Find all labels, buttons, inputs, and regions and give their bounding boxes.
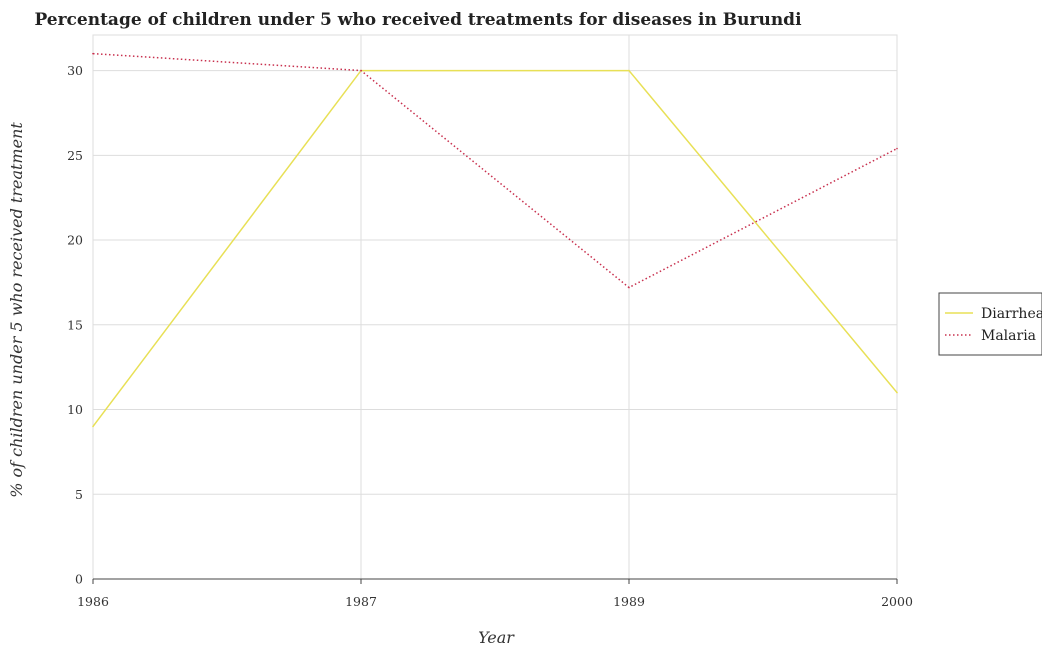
y-tick-label: 10	[67, 402, 83, 417]
y-tick-label: 20	[67, 233, 83, 248]
y-tick-label: 5	[75, 487, 83, 502]
y-tick-label: 0	[75, 572, 83, 587]
legend: Diarrhea Malaria	[938, 292, 1042, 356]
legend-box	[938, 292, 1042, 356]
data-point-malaria	[896, 147, 898, 150]
data-point-diarrhea	[92, 425, 94, 428]
x-tick-label: 1986	[77, 594, 109, 609]
legend-label-diarrhea: Diarrhea	[981, 306, 1042, 322]
y-tick-label: 30	[67, 63, 83, 78]
x-tick-label: 1989	[613, 594, 645, 609]
data-point-diarrhea	[628, 69, 630, 72]
y-tick-label: 15	[67, 317, 83, 332]
legend-label-malaria: Malaria	[981, 328, 1036, 344]
data-point-malaria	[92, 52, 94, 55]
y-ticks: 0 5 10 15 20 25 30	[67, 63, 83, 586]
grid	[92, 34, 898, 580]
x-ticks: 1986 1987 1989 2000	[77, 594, 913, 609]
data-point-malaria	[628, 286, 630, 289]
x-tick-label: 2000	[881, 594, 913, 609]
x-tick-label: 1987	[345, 594, 377, 609]
series-line-malaria	[92, 52, 898, 289]
y-tick-label: 25	[67, 148, 83, 163]
series-line-diarrhea	[92, 69, 898, 427]
chart-title: Percentage of children under 5 who recei…	[34, 10, 802, 30]
data-point-malaria	[360, 69, 362, 72]
axes	[92, 578, 898, 584]
data-point-diarrhea	[896, 391, 898, 394]
x-axis-label: Year	[478, 628, 515, 647]
y-axis-label: % of children under 5 who received treat…	[7, 122, 26, 498]
plot-frame	[92, 34, 898, 580]
series	[92, 52, 898, 428]
